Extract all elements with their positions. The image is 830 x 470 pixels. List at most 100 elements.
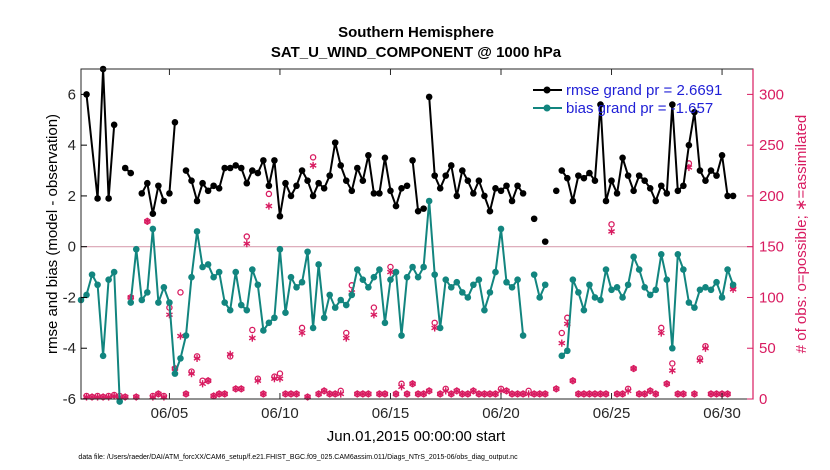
y-axis-left-label: rmse and bias (model - observation) bbox=[44, 114, 61, 354]
rmse-point bbox=[348, 187, 356, 195]
rmse-point bbox=[193, 197, 201, 205]
bias-point bbox=[536, 294, 543, 301]
rmse-point bbox=[403, 182, 411, 190]
obs-assimilated-point bbox=[646, 387, 654, 395]
bias-point bbox=[315, 261, 322, 268]
bias-point bbox=[342, 301, 350, 309]
rmse-point bbox=[149, 210, 157, 217]
rmse-point bbox=[641, 177, 648, 184]
rmse-point bbox=[663, 190, 671, 197]
bias-point bbox=[436, 324, 444, 332]
bias-point bbox=[619, 294, 626, 301]
rmse-point bbox=[541, 238, 549, 245]
obs-assimilated-point bbox=[110, 392, 118, 400]
rmse-point bbox=[508, 197, 516, 205]
rmse-point bbox=[481, 192, 488, 200]
bias-point bbox=[464, 294, 472, 301]
bias-point bbox=[431, 271, 438, 278]
rmse-point bbox=[558, 167, 566, 174]
obs-assimilated-point bbox=[221, 390, 229, 398]
rmse-point bbox=[315, 179, 322, 187]
y-right-tick-label: 100 bbox=[759, 289, 784, 306]
obs-assimilated-point bbox=[420, 390, 428, 398]
bias-point bbox=[204, 261, 212, 268]
rmse-point bbox=[414, 207, 422, 215]
rmse-point bbox=[646, 185, 654, 192]
rmse-point bbox=[287, 192, 295, 200]
rmse-point bbox=[232, 162, 240, 169]
bias-point bbox=[646, 291, 654, 299]
chart-subtitle: SAT_U_WIND_COMPONENT @ 1000 hPa bbox=[271, 44, 562, 61]
bias-point bbox=[718, 294, 726, 301]
obs-assimilated-point bbox=[154, 390, 162, 398]
legend-bias-label: bias grand pr = -1.657 bbox=[566, 100, 713, 117]
rmse-point bbox=[370, 190, 378, 197]
rmse-point bbox=[685, 141, 693, 149]
obs-possible-point bbox=[669, 360, 676, 367]
rmse-point bbox=[138, 190, 146, 197]
y-left-tick-label: -6 bbox=[63, 391, 76, 408]
bias-point bbox=[503, 278, 510, 286]
rmse-point bbox=[309, 192, 317, 200]
rmse-point bbox=[630, 187, 637, 195]
bias-point bbox=[331, 304, 339, 311]
rmse-point bbox=[453, 192, 461, 200]
rmse-point bbox=[591, 177, 599, 184]
data-file-footer: data file: /Users/raeder/DAI/ATM_forcXX/… bbox=[78, 454, 518, 461]
rmse-point bbox=[282, 179, 289, 187]
rmse-point bbox=[254, 169, 262, 177]
bias-point bbox=[635, 266, 643, 273]
ticks-layer: 06/05 06/10 06/15 06/20 06/25 06/30 -6 -4 -2 0 2 4 6… bbox=[63, 69, 784, 422]
bias-point bbox=[254, 281, 262, 289]
rmse-point bbox=[492, 185, 499, 192]
y-right-tick-label: 300 bbox=[759, 86, 784, 103]
obs-assimilated-point bbox=[259, 390, 267, 398]
bias-point bbox=[370, 273, 378, 281]
bias-point bbox=[188, 273, 195, 281]
x-tick-label: 06/25 bbox=[593, 405, 631, 422]
bias-point bbox=[696, 286, 704, 294]
y-left-tick-label: 2 bbox=[68, 188, 76, 205]
obs-assimilated-point bbox=[298, 329, 306, 337]
legend-rmse-marker bbox=[543, 86, 551, 94]
bias-point bbox=[210, 273, 217, 281]
bias-point bbox=[674, 251, 682, 258]
obs-assimilated-point bbox=[431, 324, 439, 332]
chart-title: Southern Hemisphere bbox=[338, 24, 494, 41]
obs-assimilated-point bbox=[491, 390, 499, 398]
rmse-point bbox=[260, 157, 267, 164]
bias-point bbox=[348, 291, 356, 299]
bias-point bbox=[580, 306, 588, 314]
bias-point bbox=[354, 266, 361, 273]
rmse-point bbox=[226, 164, 234, 172]
bias-point bbox=[232, 268, 240, 276]
obs-assimilated-point bbox=[265, 202, 273, 210]
rmse-point bbox=[635, 172, 643, 179]
obs-assimilated-point bbox=[226, 350, 234, 358]
rmse-point bbox=[237, 164, 245, 172]
rmse-point bbox=[337, 162, 345, 169]
y-left-tick-label: 4 bbox=[68, 137, 76, 154]
x-tick-label: 06/20 bbox=[482, 405, 520, 422]
bias-point bbox=[713, 278, 720, 286]
rmse-point bbox=[713, 172, 720, 179]
rmse-point bbox=[470, 190, 477, 197]
plot-area bbox=[81, 69, 753, 399]
rmse-point bbox=[431, 172, 438, 179]
bias-point bbox=[155, 299, 162, 306]
x-tick-label: 06/30 bbox=[703, 405, 741, 422]
rmse-point bbox=[691, 108, 698, 116]
bias-point bbox=[447, 284, 455, 291]
bias-point bbox=[409, 263, 416, 271]
rmse-point bbox=[171, 119, 179, 126]
rmse-point bbox=[188, 177, 195, 184]
x-tick-label: 06/10 bbox=[261, 405, 299, 422]
obs-assimilated-point bbox=[447, 390, 455, 398]
obs-assimilated-point bbox=[204, 377, 212, 385]
bias-point bbox=[630, 253, 637, 261]
y-right-tick-label: 200 bbox=[759, 188, 784, 205]
bias-point bbox=[221, 299, 228, 306]
bias-point bbox=[127, 299, 135, 306]
rmse-line bbox=[168, 122, 176, 194]
rmse-point bbox=[182, 167, 190, 174]
